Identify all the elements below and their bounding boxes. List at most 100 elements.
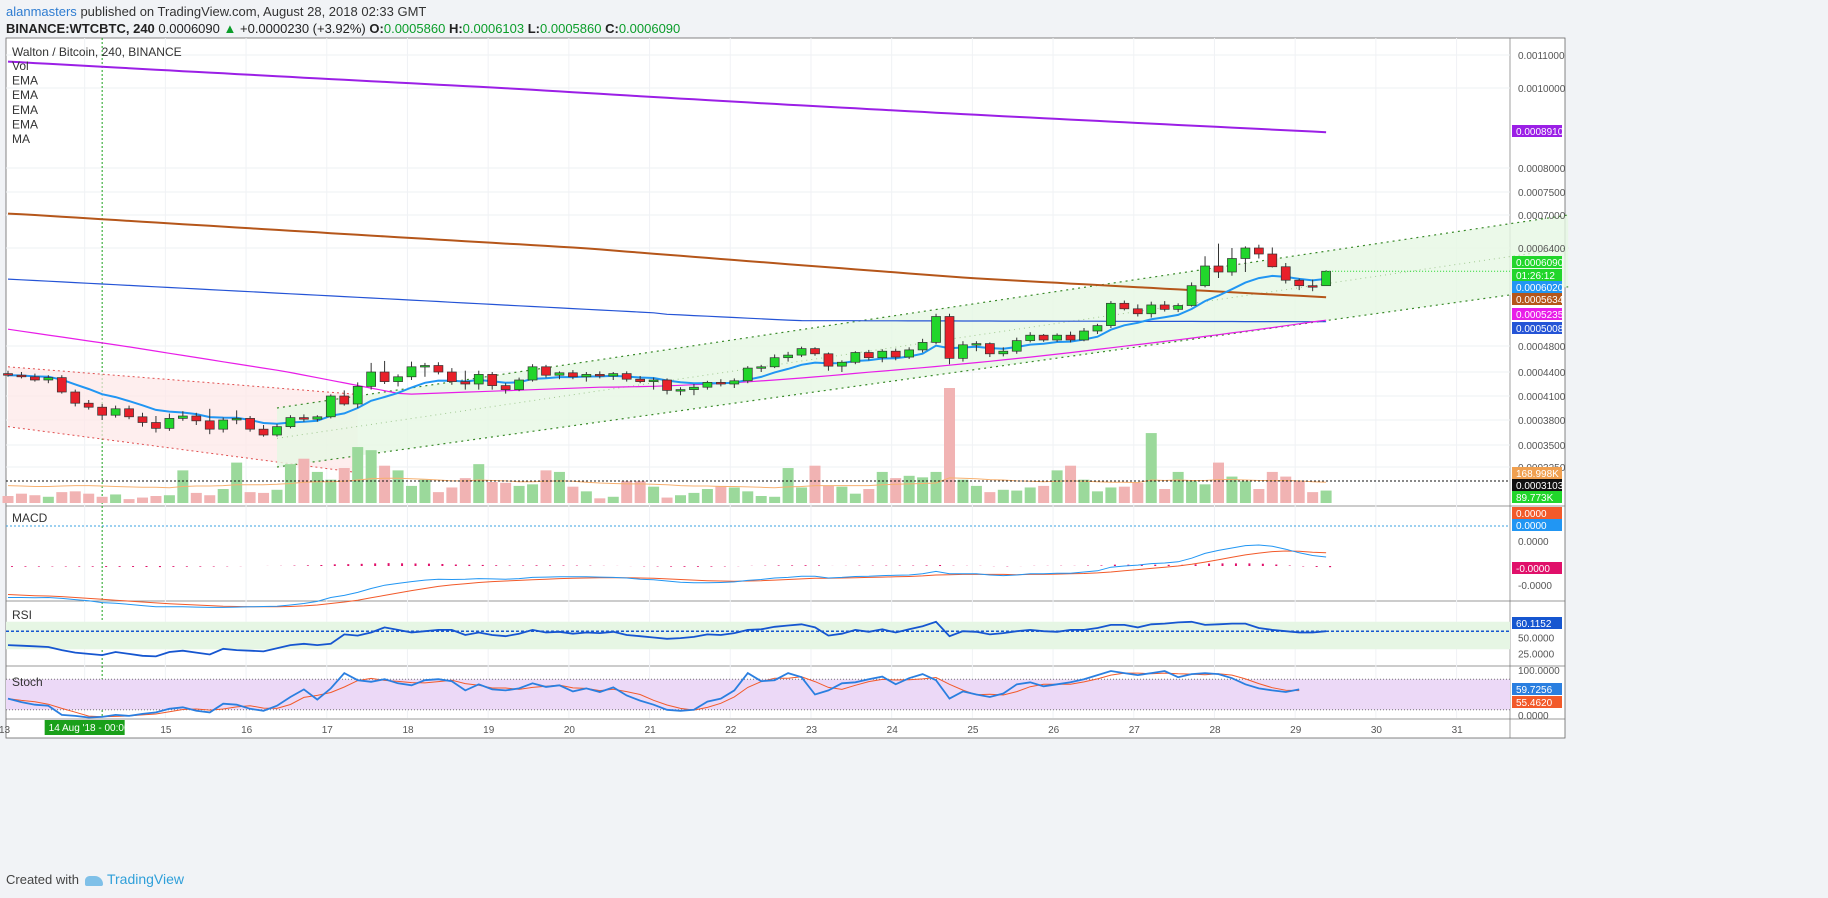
price-label-box — [1512, 491, 1562, 503]
candle — [3, 370, 13, 377]
macd-tick: -0.0000 — [1518, 581, 1552, 592]
volume-bar — [742, 491, 754, 503]
price-label-box — [1512, 281, 1562, 293]
x-tick-label: 26 — [1048, 725, 1060, 736]
candle-body — [433, 365, 444, 373]
candle — [1159, 301, 1170, 312]
volume-bar — [2, 496, 14, 503]
candle-body — [581, 374, 592, 378]
x-tick-label: 15 — [160, 725, 172, 736]
candle-body — [83, 402, 94, 408]
candle-body — [1200, 265, 1210, 287]
price-label: 0.0005634 — [1516, 295, 1564, 306]
volume-bar — [1293, 481, 1305, 503]
candle — [1132, 304, 1143, 317]
indicator-label: Vol — [12, 59, 29, 73]
volume-bar — [379, 465, 391, 503]
candle — [702, 380, 713, 390]
volume-bar — [338, 468, 350, 503]
candle — [850, 351, 861, 365]
footer: Created with TradingView — [6, 871, 184, 887]
price-label-box — [1512, 617, 1562, 629]
candle-body — [204, 420, 215, 430]
candle — [447, 368, 457, 385]
candle-body — [30, 376, 40, 381]
candle-body — [635, 378, 646, 382]
candle-body — [756, 366, 767, 369]
candle-body — [124, 408, 134, 418]
candle-body — [245, 418, 255, 430]
stoch-band — [6, 679, 1510, 710]
candle-body — [1253, 247, 1264, 255]
volume-bar — [607, 496, 619, 503]
candle — [877, 349, 888, 363]
candle-body — [1280, 266, 1291, 281]
channel-line — [7, 426, 358, 474]
candle — [890, 348, 901, 361]
candle — [581, 372, 592, 382]
candle — [366, 362, 376, 390]
volume-bar — [1199, 484, 1211, 503]
candle-body — [285, 417, 296, 428]
candle — [110, 405, 121, 418]
candle — [1267, 247, 1278, 268]
candle-body — [1173, 305, 1184, 310]
volume-bar — [1307, 492, 1319, 503]
volume-bar — [446, 487, 458, 503]
low-label: L: — [527, 21, 541, 36]
volume-bar — [876, 471, 888, 503]
price-label-box — [1512, 256, 1562, 268]
candle-body — [325, 395, 336, 418]
volume-bar — [796, 487, 808, 503]
candle — [1294, 278, 1305, 291]
high-value: 0.0006103 — [462, 21, 525, 36]
candle-body — [366, 371, 376, 387]
volume-bar — [486, 482, 498, 503]
candle-body — [702, 382, 713, 388]
candle-body — [662, 379, 672, 391]
open-label: O: — [369, 21, 384, 36]
candle-body — [648, 379, 659, 382]
volume-bar — [1239, 481, 1251, 503]
volume-bar — [567, 486, 579, 503]
x-tick-label: 19 — [483, 725, 495, 736]
price-label-box — [1512, 269, 1562, 281]
author-name[interactable]: alanmasters — [6, 4, 77, 19]
candle-body — [258, 428, 269, 436]
candle — [769, 354, 780, 369]
candle-body — [742, 367, 753, 382]
tradingview-link[interactable]: TradingView — [106, 871, 185, 887]
candle-body — [621, 373, 632, 380]
y-tick-label: 0.0004800 — [1518, 342, 1566, 353]
candle — [83, 400, 94, 410]
indicator-label: MA — [12, 132, 30, 146]
candle — [917, 338, 928, 353]
x-tick-label: 29 — [1290, 725, 1302, 736]
candle-body — [1294, 279, 1305, 287]
candle — [1321, 270, 1331, 287]
candle — [1307, 279, 1318, 292]
chart-area[interactable]: 0.0011000 0.0010000 0.0008000 0.0007500 0.00… — [0, 0, 1828, 868]
ema-brown-line — [7, 212, 1327, 299]
low-value: 0.0005860 — [540, 21, 602, 36]
candle — [1173, 303, 1184, 313]
candle — [204, 408, 215, 435]
candle-body — [1119, 302, 1130, 310]
candle — [1065, 331, 1076, 343]
volume-bar — [755, 496, 767, 503]
candle-body — [715, 382, 726, 385]
x-tick-label: 25 — [967, 725, 979, 736]
volume-bar — [406, 485, 417, 503]
candle — [1200, 256, 1210, 288]
rsi-title: RSI — [12, 608, 32, 622]
volume-bar — [715, 485, 727, 503]
stoch-k-line — [7, 670, 1300, 719]
candle-body — [1011, 340, 1022, 352]
tradingview-logo-icon[interactable] — [84, 875, 103, 886]
price-label-box — [1512, 683, 1562, 695]
candle-body — [729, 380, 740, 385]
indicator-label: EMA — [12, 88, 38, 102]
candle — [393, 374, 403, 387]
volume-bar — [352, 447, 364, 503]
volume-bar — [849, 493, 861, 503]
